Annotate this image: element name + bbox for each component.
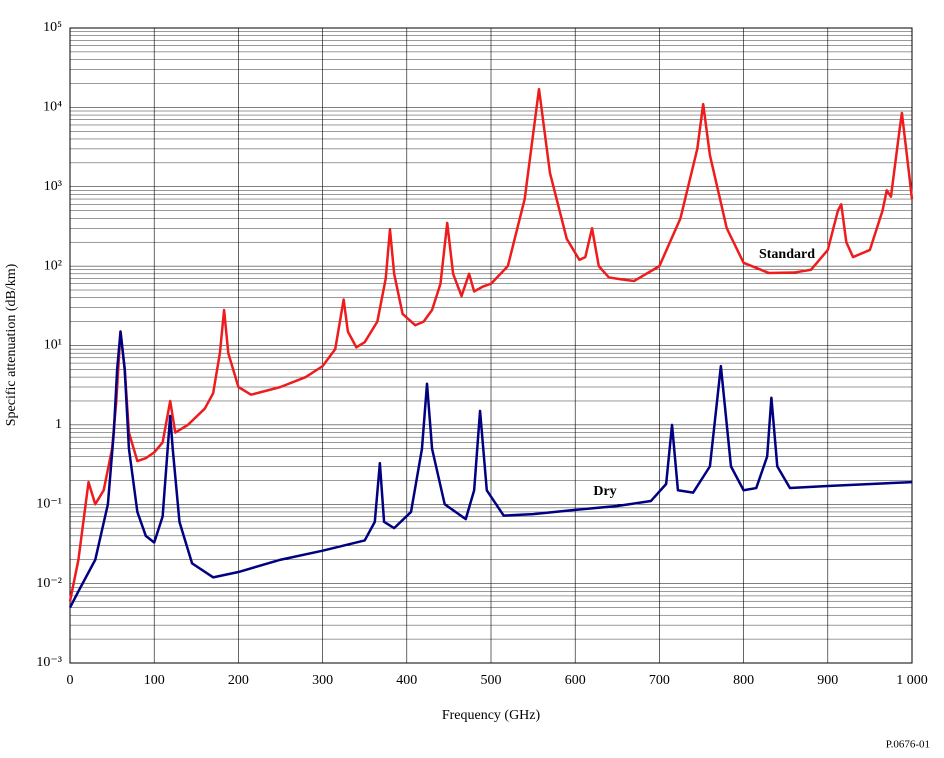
series-line xyxy=(68,330,913,609)
plot-frame xyxy=(69,27,913,664)
x-tick-label: 400 xyxy=(396,673,417,688)
x-tick-label: 600 xyxy=(565,673,586,688)
x-tick-label: 1 000 xyxy=(896,673,928,688)
y-tick-label: 10⁵ xyxy=(43,20,62,35)
x-tick-label: 900 xyxy=(817,673,838,688)
x-tick-label: 100 xyxy=(144,673,165,688)
series-annotation: Standard xyxy=(759,247,815,262)
x-tick-label: 700 xyxy=(649,673,670,688)
y-tick-label: 10⁻¹ xyxy=(36,496,62,511)
x-axis-title: Frequency (GHz) xyxy=(442,708,541,723)
series-line xyxy=(68,87,914,602)
x-tick-label: 200 xyxy=(228,673,249,688)
x-tick-label: 500 xyxy=(481,673,502,688)
series-annotation: Dry xyxy=(593,484,616,499)
y-tick-label: 10³ xyxy=(44,179,62,194)
y-tick-label: 10⁻³ xyxy=(36,655,62,670)
y-tick-label: 1 xyxy=(55,417,62,432)
x-tick-label: 800 xyxy=(733,673,754,688)
x-tick-label: 300 xyxy=(312,673,333,688)
y-tick-label: 10⁻² xyxy=(36,576,62,591)
y-tick-label: 10¹ xyxy=(44,338,62,353)
y-axis-title: Specific attenuation (dB/km) xyxy=(4,263,19,426)
y-tick-label: 10² xyxy=(44,258,62,273)
source-note: P.0676-01 xyxy=(886,739,930,751)
y-tick-label: 10⁴ xyxy=(43,100,62,115)
x-tick-label: 0 xyxy=(67,673,74,688)
